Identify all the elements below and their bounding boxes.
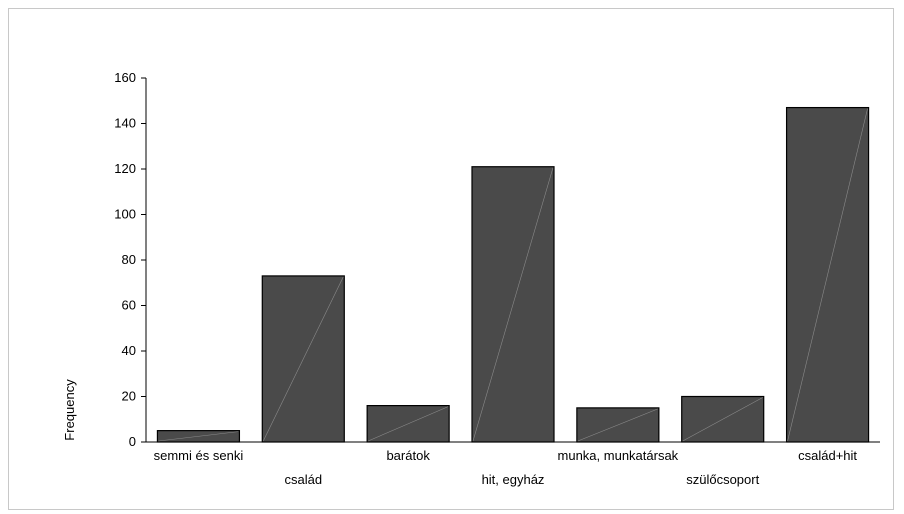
- y-tick-label: 100: [114, 207, 136, 222]
- y-tick-label: 120: [114, 161, 136, 176]
- bar-hatch-line: [787, 108, 868, 442]
- y-tick-label: 60: [122, 298, 136, 313]
- x-tick-label: szülőcsoport: [686, 472, 759, 487]
- x-tick-label: hit, egyház: [482, 472, 545, 487]
- bar-hatch-line: [263, 276, 344, 442]
- y-tick-label: 40: [122, 343, 136, 358]
- category-labels: semmi és senki család barátok hit, egyház mu…: [154, 448, 858, 487]
- y-axis-title: Frequency: [62, 379, 77, 441]
- bar-hatch-line: [472, 167, 554, 442]
- bar-hatch-line: [682, 397, 763, 442]
- x-tick-label: család+hit: [798, 448, 857, 463]
- bar-hatch-line: [577, 408, 658, 442]
- bar: [366, 405, 450, 443]
- x-tick-label: barátok: [386, 448, 430, 463]
- bar-hatch-line: [368, 406, 449, 442]
- y-tick-label: 20: [122, 389, 136, 404]
- bars: [156, 106, 870, 443]
- x-tick-label: munka, munkatársak: [558, 448, 679, 463]
- y-tick-label: 0: [129, 434, 136, 449]
- y-tick-label: 140: [114, 116, 136, 131]
- y-tick-label: 160: [114, 70, 136, 85]
- x-tick-label: semmi és senki: [154, 448, 244, 463]
- y-tick-label: 80: [122, 252, 136, 267]
- bar-hatch-line: [158, 431, 239, 442]
- x-tick-label: család: [284, 472, 322, 487]
